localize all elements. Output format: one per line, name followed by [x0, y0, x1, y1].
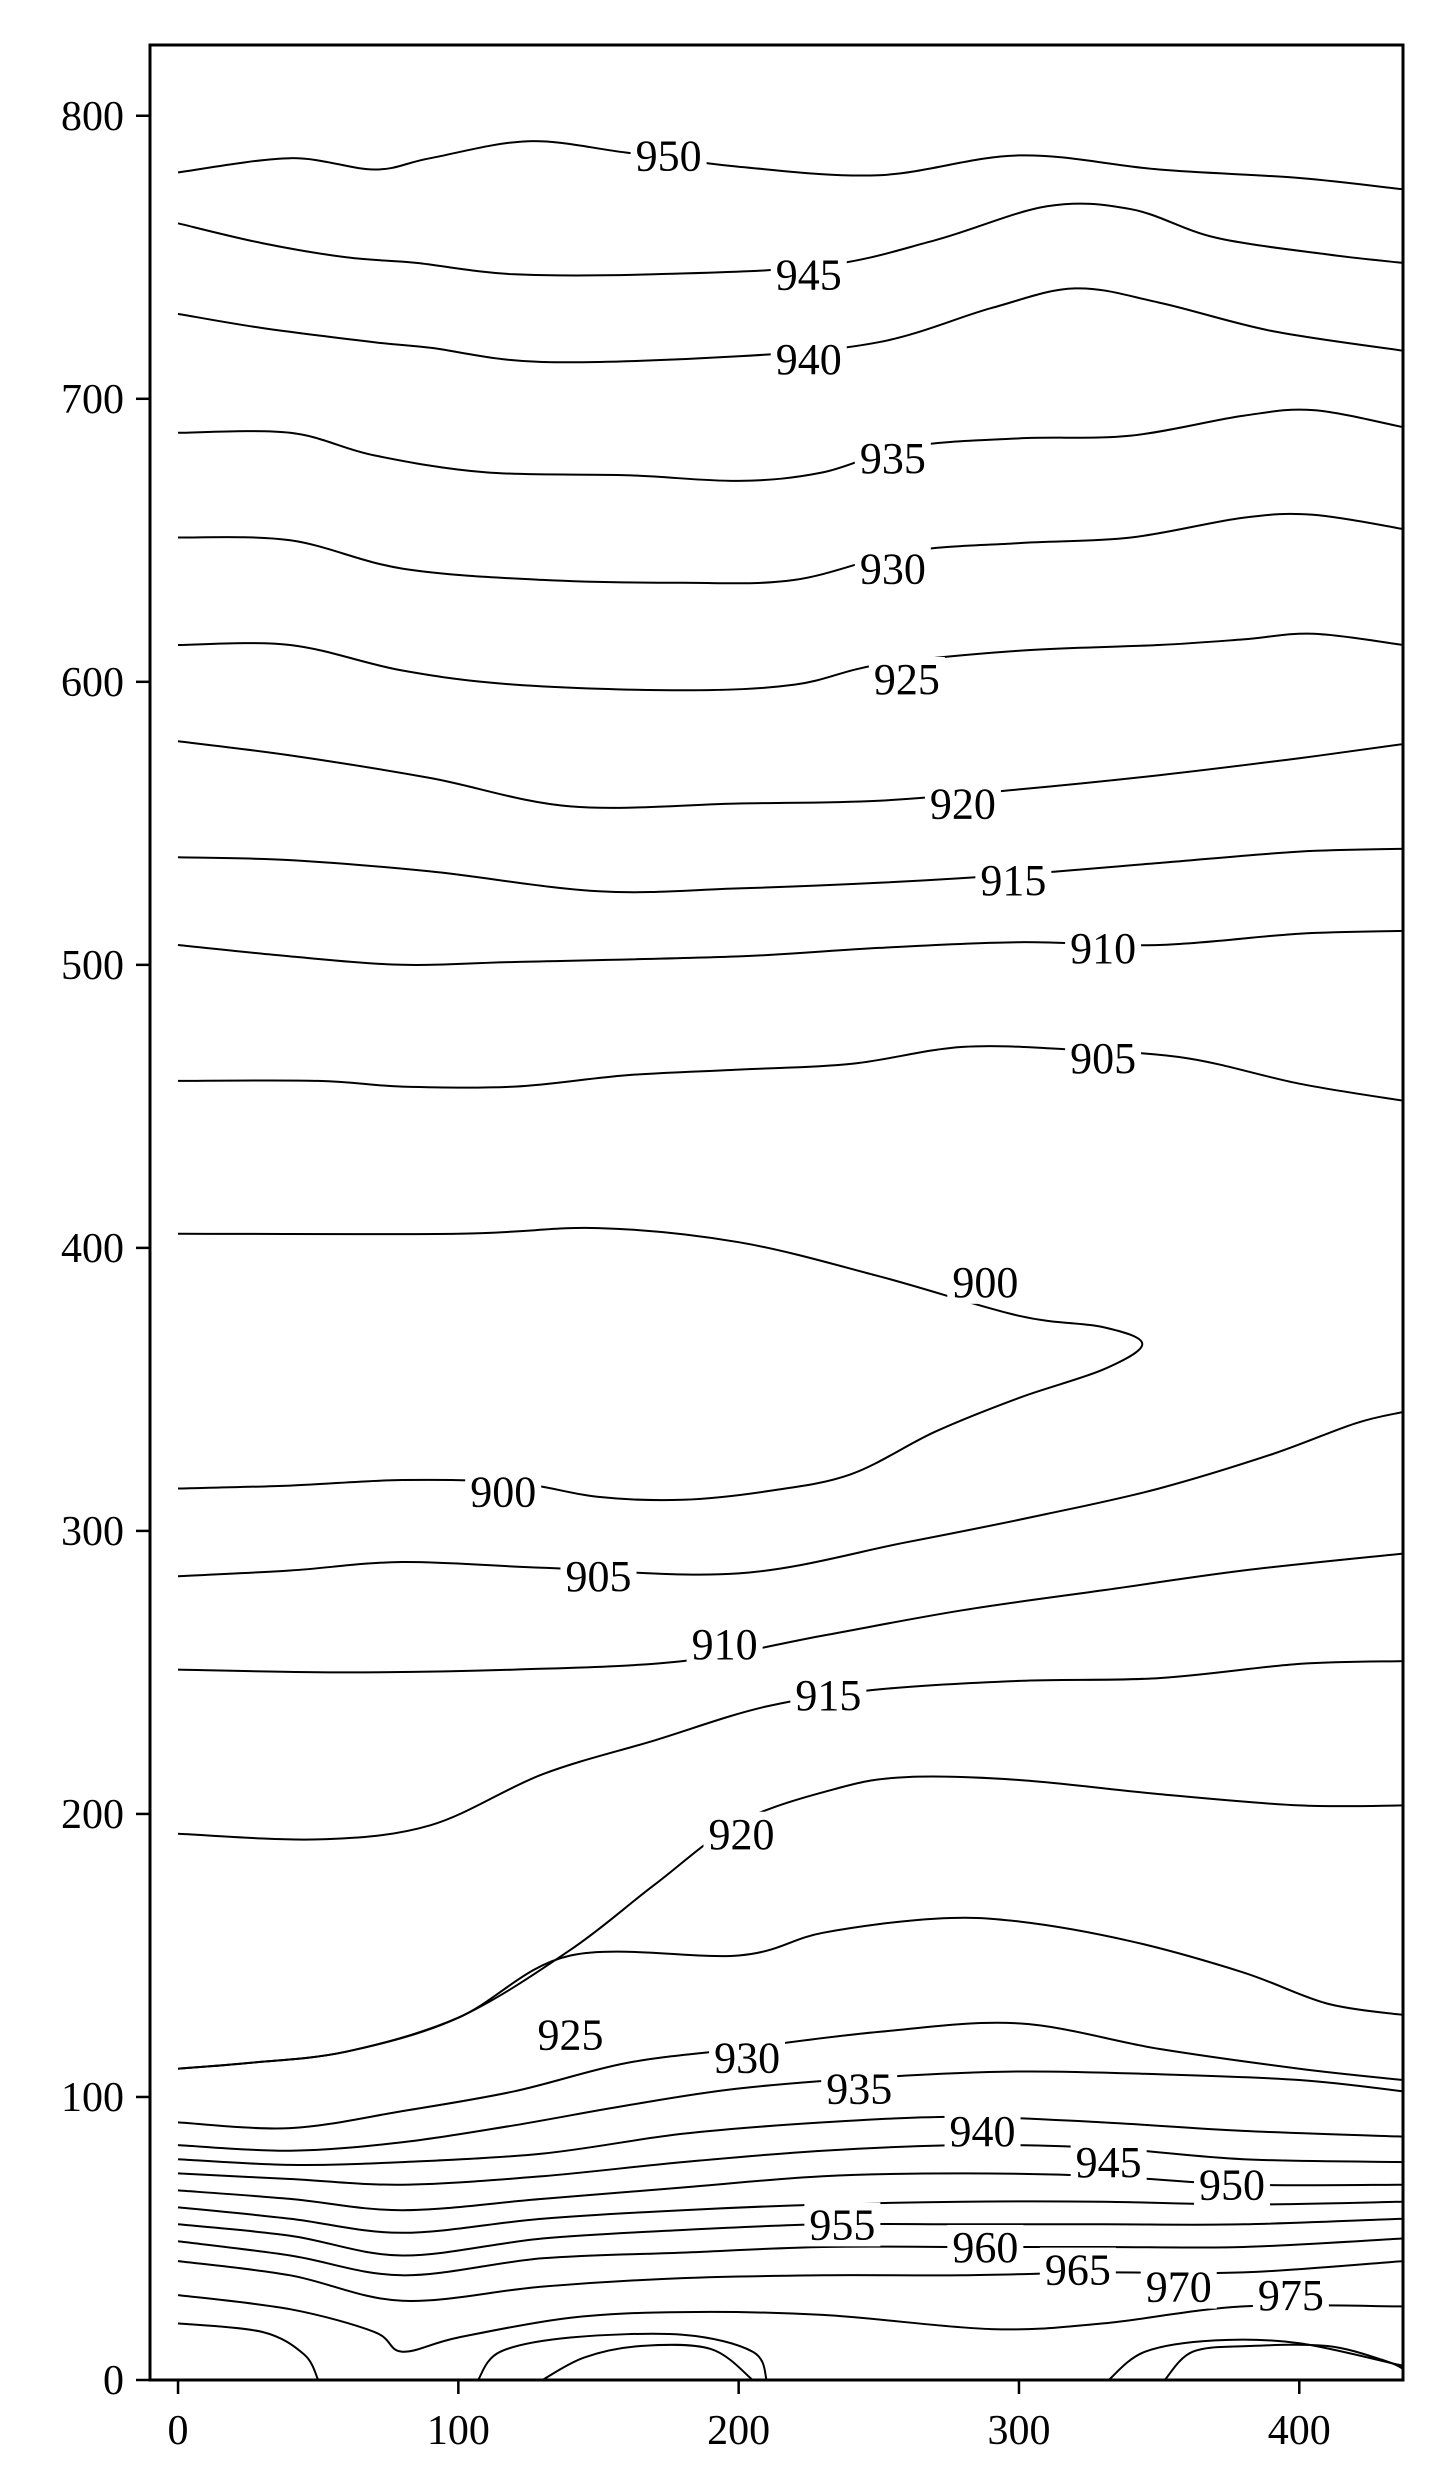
contour-label: 930 [860, 545, 926, 594]
contour-label-group: 910 [1065, 924, 1141, 973]
contour-label: 915 [795, 1671, 861, 1720]
contour-line-920 [178, 1777, 1403, 2069]
contour-label-group: 945 [1071, 2138, 1147, 2187]
contour-label-group: 905 [1065, 1034, 1141, 1083]
contour-line-950 [178, 141, 1403, 189]
contour-label-group: 920 [925, 780, 1001, 829]
y-tick-label: 500 [61, 943, 124, 989]
contour-label: 905 [1070, 1034, 1136, 1083]
contour-label-group: 970 [1141, 2263, 1217, 2312]
contour-label: 935 [860, 434, 926, 483]
contour-line-935 [178, 2071, 1403, 2150]
contour-label: 965 [1045, 2246, 1111, 2295]
contour-line-970 [178, 2261, 1403, 2301]
contour-label: 975 [1258, 2271, 1324, 2320]
contour-label: 905 [566, 1552, 632, 1601]
contour-label: 940 [950, 2107, 1016, 2156]
y-tick-label: 100 [61, 2075, 124, 2121]
plot-area-frame [150, 45, 1403, 2380]
contour-label: 920 [930, 780, 996, 829]
y-tick-label: 0 [103, 2358, 124, 2404]
y-tick-label: 800 [61, 94, 124, 140]
contour-label: 900 [470, 1467, 536, 1516]
contour-label: 940 [776, 335, 842, 384]
contour-label-group: 950 [1194, 2161, 1270, 2210]
contour-label: 945 [1076, 2138, 1142, 2187]
contour-label-group: 930 [709, 2033, 785, 2082]
contour-label-group: 975 [1253, 2271, 1329, 2320]
contour-label-group: 915 [975, 856, 1051, 905]
contour-label-group: 940 [945, 2107, 1021, 2156]
contour-label-group: 965 [1040, 2246, 1116, 2295]
contour-label: 910 [692, 1620, 758, 1669]
x-tick-label: 0 [168, 2408, 189, 2454]
contour-label: 970 [1146, 2263, 1212, 2312]
contour-line-905 [178, 1046, 1403, 1101]
contour-line-935 [178, 410, 1403, 481]
x-axis: 0 100 200 300 400 [168, 2380, 1331, 2454]
contour-label: 950 [1199, 2161, 1265, 2210]
contour-label-group: 910 [687, 1620, 763, 1669]
y-tick-label: 200 [61, 1792, 124, 1838]
y-tick-label: 400 [61, 1226, 124, 1272]
contour-label: 945 [776, 250, 842, 299]
contour-label: 925 [537, 2011, 603, 2060]
contour-label-group: 950 [631, 131, 707, 180]
contour-label: 915 [980, 856, 1046, 905]
x-tick-label: 200 [707, 2408, 770, 2454]
contour-label-group: 935 [855, 434, 931, 483]
contour-label-group: 925 [532, 2011, 608, 2060]
contour-label-group: 955 [804, 2200, 880, 2249]
contour-lines [178, 141, 1403, 2380]
contour-line-965 [178, 2239, 1403, 2276]
contour-label: 930 [714, 2033, 780, 2082]
contour-label-group: 920 [703, 1810, 779, 1859]
contour-label: 955 [809, 2200, 875, 2249]
y-axis: 0 100 200 300 400 500 600 700 800 [61, 94, 150, 2404]
contour-label-group: 900 [465, 1467, 541, 1516]
y-tick-label: 700 [61, 377, 124, 423]
contour-line-985 [1165, 2345, 1403, 2380]
x-tick-label: 400 [1268, 2408, 1331, 2454]
contour-line-915 [178, 849, 1403, 892]
x-tick-label: 100 [427, 2408, 490, 2454]
contour-label-group: 925 [869, 655, 945, 704]
contour-line-925 [178, 1918, 1403, 2069]
x-tick-label: 300 [987, 2408, 1050, 2454]
contour-line-960 [178, 2219, 1403, 2256]
contour-line-975 [178, 2295, 1403, 2352]
contour-line-980 [178, 2323, 318, 2380]
y-tick-label: 300 [61, 1509, 124, 1555]
contour-label: 935 [826, 2064, 892, 2113]
contour-label-group: 945 [771, 250, 847, 299]
contour-label-group: 905 [561, 1552, 637, 1601]
contour-label: 925 [874, 655, 940, 704]
contour-line-920 [178, 741, 1403, 808]
contour-line-925 [178, 634, 1403, 691]
y-tick-label: 600 [61, 660, 124, 706]
contour-label: 960 [952, 2223, 1018, 2272]
contour-label-group: 930 [855, 545, 931, 594]
contour-line-930 [178, 514, 1403, 583]
contour-label: 910 [1070, 924, 1136, 973]
contour-label: 900 [952, 1258, 1018, 1307]
contour-line-905 [178, 1412, 1403, 1576]
contour-label-group: 940 [771, 335, 847, 384]
contour-label: 920 [708, 1810, 774, 1859]
contour-line-910 [178, 931, 1403, 965]
contour-label-group: 900 [947, 1258, 1023, 1307]
contour-label: 950 [636, 131, 702, 180]
contour-label-group: 915 [790, 1671, 866, 1720]
contour-line-910 [178, 1554, 1403, 1673]
contour-line-985 [542, 2345, 752, 2380]
contour-line-980 [478, 2334, 767, 2380]
contour-label-group: 960 [947, 2223, 1023, 2272]
contour-label-group: 935 [821, 2064, 897, 2113]
contour-labels: 950 945 940 935 930 925 920 915 910 905 900 900 905 9… [465, 131, 1329, 2320]
